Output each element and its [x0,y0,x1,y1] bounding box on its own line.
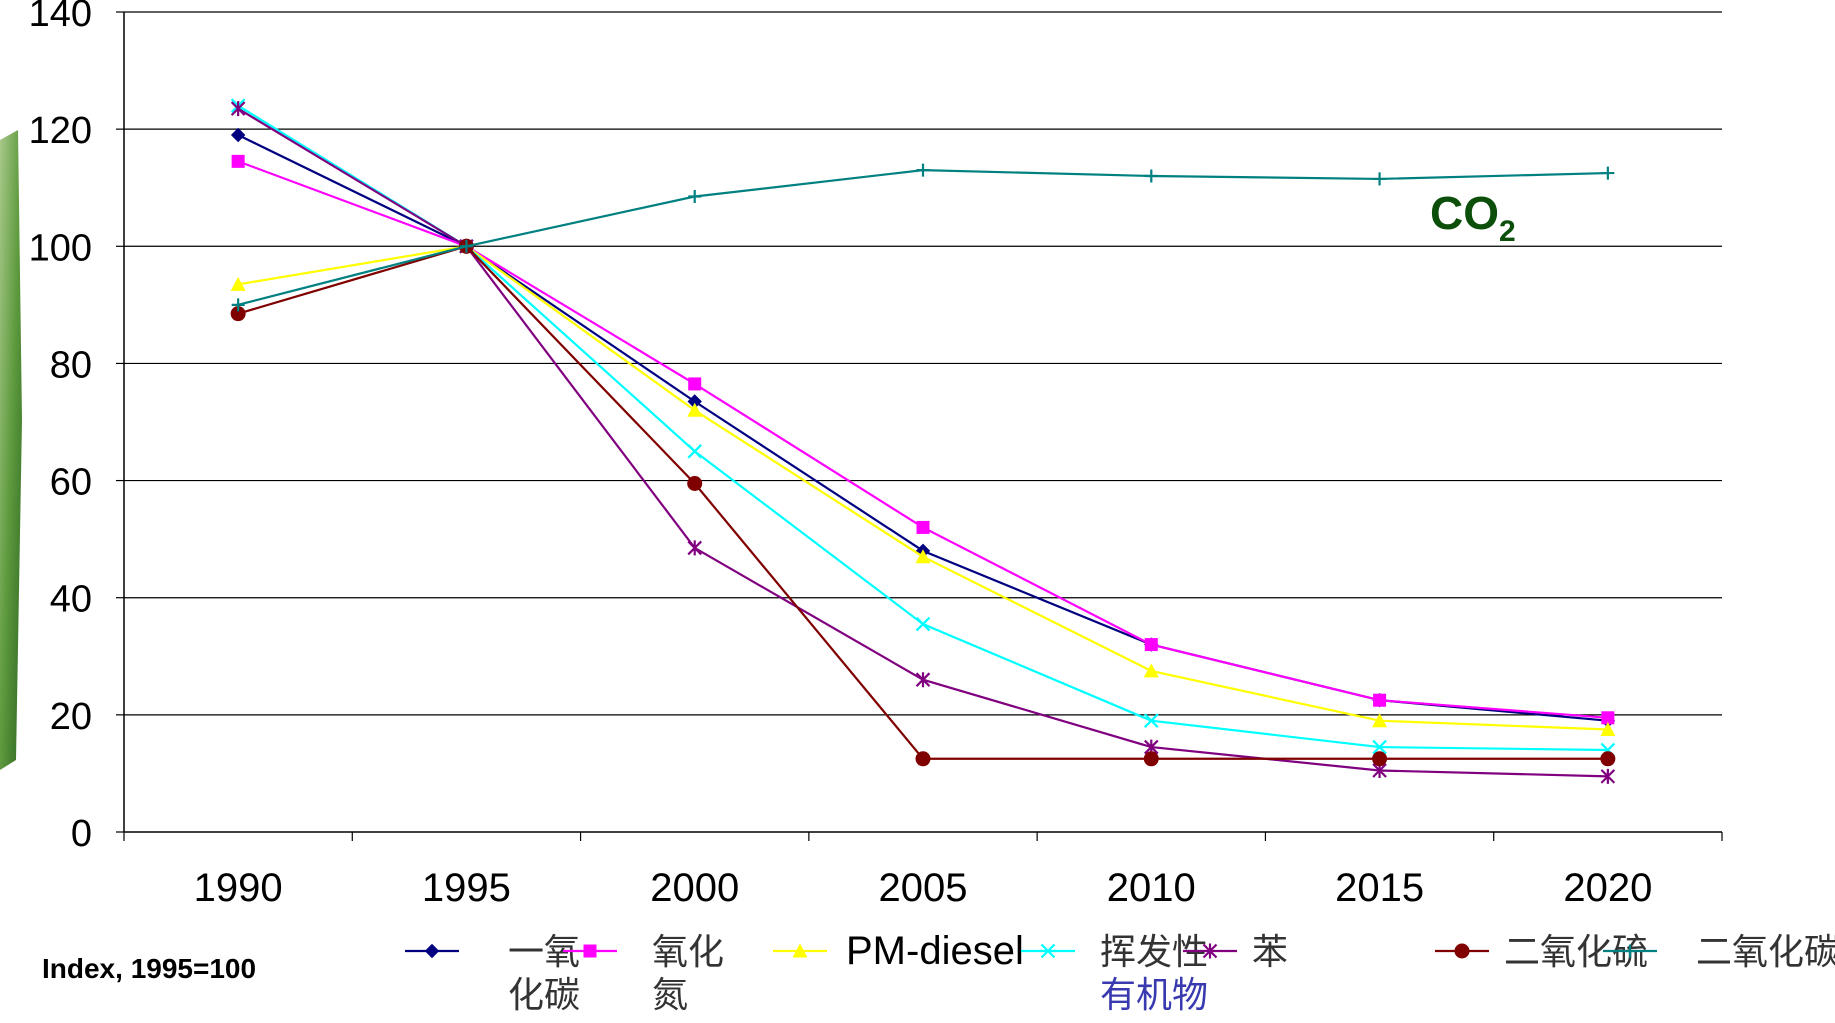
grid [124,11,1722,716]
legend-label-line2: 化碳 [508,975,580,1016]
y-tick-label: 20 [50,696,92,738]
legend-marker [1623,944,1637,958]
data-point [231,298,245,312]
axes [116,11,1723,841]
data-point [687,444,702,459]
y-tick-label: 0 [71,813,92,855]
data-point [688,190,702,203]
legend-marker [792,943,808,958]
data-point [1144,169,1158,183]
legend-marker [583,944,597,958]
y-tick-label: 140 [29,0,92,35]
series-1 [230,127,1616,728]
legend-label-line2: 氮 [652,975,688,1016]
data-point [916,520,930,534]
data-point [1144,638,1158,652]
legend-label: 二氧化碳 [1696,932,1835,973]
legend-label: 二氧化硫 [1504,932,1648,973]
data-point [1143,751,1159,767]
data-point [1372,739,1387,755]
data-point [1372,713,1388,728]
data-point [231,154,245,168]
data-point [1600,768,1616,784]
x-tick-label: 2005 [879,866,968,910]
data-point [916,163,930,177]
x-tick-label: 1995 [422,866,511,910]
series-5 [230,101,1616,784]
data-point [1600,722,1616,736]
data-point [915,616,931,632]
legend-item: 苯 [1183,932,1288,973]
co2-annotation: CO2 [1430,187,1516,248]
data-point [687,402,703,417]
data-point [1600,751,1616,767]
legend-marker [1454,943,1470,959]
x-tick-label: 2015 [1335,866,1424,910]
legend-label: 挥发性 [1100,932,1208,973]
legend-item: PM-diesel [773,929,1024,973]
series [230,98,1616,784]
legend-item: 氧化氮 [563,932,724,1016]
x-tick-label: 1990 [194,866,283,910]
data-point [1372,751,1388,767]
series-line [237,245,1608,731]
data-point [230,101,246,117]
legend-item: 二氧化硫 [1435,932,1648,973]
y-tick-label: 100 [29,227,92,269]
series-line [237,104,1608,752]
data-point [915,549,931,564]
x-tick-label: 2010 [1107,866,1196,910]
data-point [688,377,702,391]
data-point [1601,166,1615,180]
legend-label: 氧化 [652,932,724,973]
series-line [237,134,1608,722]
data-point [1144,713,1159,728]
data-point [687,476,703,491]
data-point [1143,663,1159,678]
data-point [230,127,246,143]
legend-marker [1040,943,1056,959]
legend-marker [1202,943,1218,959]
data-point [915,751,931,767]
index-note: Index, 1995=100 [42,953,256,984]
series-2 [231,154,1615,725]
data-point [1601,711,1615,725]
data-point [1373,172,1387,186]
y-tick-label: 80 [50,344,92,386]
data-point [915,672,931,688]
y-tick-label: 40 [50,579,92,621]
data-point [230,306,246,322]
data-point [230,276,246,291]
data-point [459,239,473,253]
legend-label-line2: 有机物 [1100,975,1208,1016]
series-7 [231,163,1615,312]
legend-label: PM-diesel [846,929,1024,973]
x-tick-labels: 1990 1995 2000 2005 2010 2015 2020 [194,866,1653,910]
x-tick-label: 2020 [1563,866,1652,910]
decorative-leaf-image [0,130,22,770]
series-4 [230,98,1616,758]
data-point [1373,693,1387,707]
legend-label: 苯 [1252,932,1288,973]
series-3 [230,238,1616,736]
y-tick-labels: 0 20 40 60 80 100 120 140 [29,0,92,855]
series-line [237,160,1608,719]
x-tick-label: 2000 [650,866,739,910]
y-tick-label: 120 [29,110,92,152]
legend-marker [424,943,440,959]
data-point [687,540,702,556]
legend-item: 二氧化碳 [1603,932,1835,973]
legend-label: 一氧 [508,932,580,973]
y-tick-label: 60 [50,462,92,504]
